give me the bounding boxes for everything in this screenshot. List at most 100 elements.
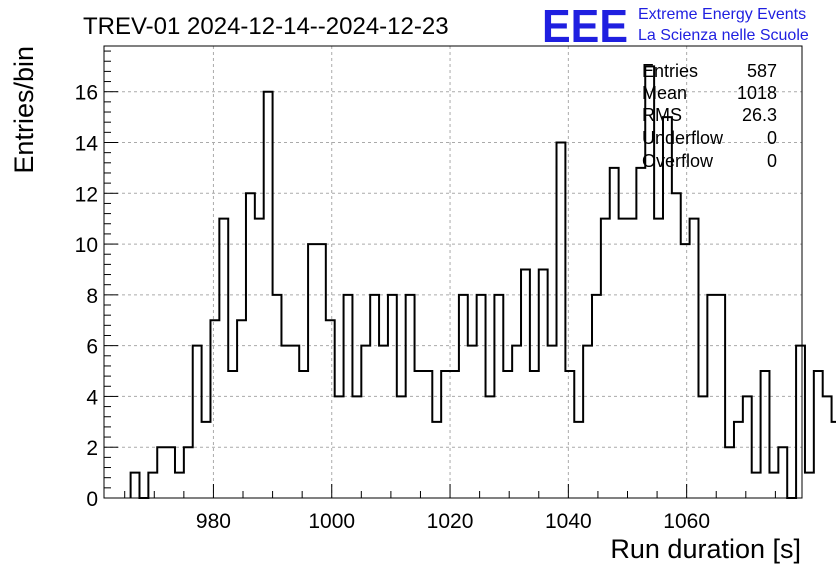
histogram-bin: [246, 193, 255, 498]
y-tick-label: 16: [75, 82, 98, 105]
histogram-bin: [601, 219, 610, 498]
histogram-bin: [379, 346, 388, 498]
y-tick-label: 0: [86, 488, 98, 511]
stat-entries-value: 587: [747, 61, 777, 81]
y-tick-label: 8: [86, 285, 98, 308]
histogram-bin: [823, 396, 832, 498]
histogram-bin: [406, 295, 415, 498]
histogram-bin: [326, 320, 335, 498]
x-axis-label: Run duration [s]: [610, 534, 801, 564]
histogram-bin: [415, 371, 424, 498]
histogram-bin: [450, 371, 459, 498]
histogram-bin: [273, 295, 282, 498]
histogram-bin: [184, 447, 193, 498]
histogram-bin: [344, 295, 353, 498]
histogram-bin: [193, 346, 202, 498]
x-tick-label: 1060: [663, 510, 710, 533]
histogram-bins: [131, 66, 836, 498]
y-tick-label: 12: [75, 183, 98, 206]
stat-overflow-value: 0: [767, 151, 777, 171]
histogram-bin: [432, 422, 441, 498]
histogram-bin: [219, 219, 228, 498]
histogram-bin: [503, 371, 512, 498]
histogram-bin: [707, 295, 716, 498]
y-tick-label: 6: [86, 336, 98, 359]
histogram-bin: [441, 371, 450, 498]
histogram-bin: [237, 320, 246, 498]
axis-ticks: [104, 50, 776, 499]
y-tick-label: 4: [86, 386, 98, 409]
eee-logo-mark: EEE: [542, 0, 628, 52]
stat-underflow-value: 0: [767, 128, 777, 148]
histogram-bin: [477, 295, 486, 498]
histogram-bin: [619, 219, 628, 498]
histogram-bin: [672, 193, 681, 498]
x-tick-labels: 980 1000 1020 1040 1060: [196, 510, 710, 533]
histogram-bin: [370, 295, 379, 498]
histogram-bin: [681, 244, 690, 498]
histogram-bin: [468, 346, 477, 498]
histogram-bin: [636, 168, 645, 498]
histogram-bin: [583, 346, 592, 498]
eee-logo: EEE Extreme Energy Events La Scienza nel…: [542, 0, 809, 52]
histogram-bin: [548, 346, 557, 498]
histogram-bin: [690, 219, 699, 498]
histogram-bin: [423, 371, 432, 498]
histogram-bin: [281, 346, 290, 498]
histogram-bin: [716, 295, 725, 498]
histogram-bin: [512, 346, 521, 498]
x-tick-label: 1040: [545, 510, 592, 533]
histogram-bin: [805, 473, 814, 498]
histogram-bin: [574, 422, 583, 498]
y-axis-label: Entries/bin: [9, 46, 39, 174]
histogram-bin: [157, 447, 166, 498]
histogram-bin: [494, 295, 503, 498]
stat-overflow-label: Overflow: [642, 151, 714, 171]
histogram-bin: [228, 371, 237, 498]
histogram-bin: [486, 396, 495, 498]
stat-entries-label: Entries: [642, 61, 698, 81]
histogram-bin: [175, 473, 184, 498]
x-tick-label: 980: [196, 510, 231, 533]
histogram-bin: [752, 473, 761, 498]
stat-rms-label: RMS: [642, 105, 682, 125]
histogram-bin: [725, 447, 734, 498]
stat-underflow-label: Underflow: [642, 128, 724, 148]
histogram-bin: [264, 92, 273, 498]
histogram-bin: [769, 473, 778, 498]
histogram-bin: [521, 269, 530, 498]
histogram-bin: [832, 422, 836, 498]
logo-line-2: La Scienza nelle Scuole: [638, 27, 809, 44]
x-tick-label: 1000: [308, 510, 355, 533]
stat-mean-label: Mean: [642, 83, 687, 103]
chart-title: TREV-01 2024-12-14--2024-12-23: [83, 13, 449, 40]
logo-line-1: Extreme Energy Events: [638, 6, 806, 23]
histogram-bin: [308, 244, 317, 498]
y-tick-label: 14: [75, 132, 99, 155]
histogram-bin: [654, 219, 663, 498]
histogram-bin: [663, 117, 672, 498]
histogram-bin: [743, 396, 752, 498]
plot-frame: [103, 45, 803, 499]
histogram-bin: [397, 396, 406, 498]
histogram-bin: [610, 168, 619, 498]
histogram-bin: [202, 422, 211, 498]
histogram-bin: [388, 295, 397, 498]
histogram-bin: [530, 371, 539, 498]
histogram-bin: [539, 269, 548, 498]
histogram-bin: [459, 295, 468, 498]
histogram-bin: [352, 396, 361, 498]
histogram-bin: [778, 447, 787, 498]
stat-mean-value: 1018: [737, 83, 777, 103]
histogram-bin: [761, 371, 770, 498]
histogram-bin: [557, 142, 566, 498]
histogram-bin: [255, 219, 264, 498]
histogram-bin: [131, 473, 140, 498]
histogram-bin: [335, 396, 344, 498]
histogram-bin: [628, 219, 637, 498]
histogram-bin: [210, 320, 219, 498]
histogram-bin: [565, 371, 574, 498]
histogram-bin: [814, 371, 823, 498]
y-tick-labels: 0 2 4 6 8 10 12 14 16: [75, 82, 99, 511]
